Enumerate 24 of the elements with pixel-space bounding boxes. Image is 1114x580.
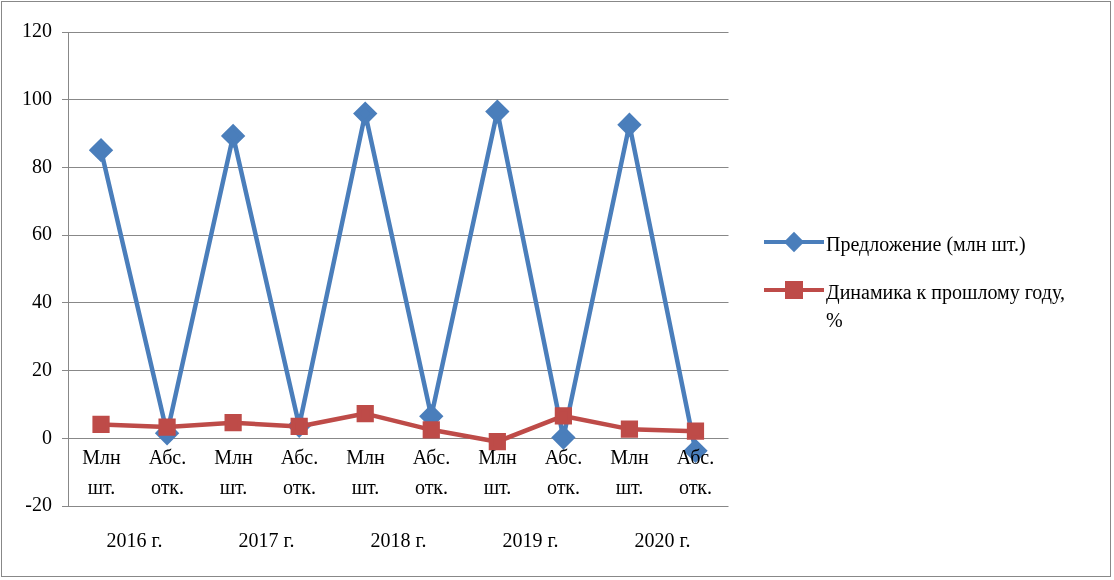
- x-tick-label: Абс. отк.: [148, 445, 187, 501]
- text: 2016 г.: [106, 528, 163, 553]
- x-tick-label: Млн шт.: [346, 445, 385, 501]
- text: 2017 г.: [238, 528, 295, 553]
- x-tick-label: Млн шт.: [478, 445, 517, 501]
- x-tick-label: Абс. отк.: [280, 445, 319, 501]
- legend-label: Динамика к прошлому году, %: [826, 280, 1066, 333]
- legend-label: Предложение (млн шт.): [826, 232, 1027, 258]
- x-tick-label: Млн шт.: [82, 445, 121, 501]
- y-tick-label: 20: [32, 357, 52, 380]
- x-tick-label: Абс. отк.: [412, 445, 451, 501]
- y-tick-label: 0: [42, 425, 52, 448]
- x-tick-label: Абс. отк.: [544, 445, 583, 501]
- text: 2019 г.: [502, 528, 559, 553]
- y-tick-label: 40: [32, 290, 52, 313]
- y-tick-label: 120: [22, 19, 52, 42]
- y-tick-label: -20: [25, 493, 52, 516]
- y-tick-label: 100: [22, 86, 52, 109]
- text: 2018 г.: [370, 528, 427, 553]
- y-tick-label: 60: [32, 222, 52, 245]
- text: 2020 г.: [634, 528, 691, 553]
- x-tick-label: Млн шт.: [610, 445, 649, 501]
- y-tick-label: 80: [32, 154, 52, 177]
- x-tick-label: Млн шт.: [214, 445, 253, 501]
